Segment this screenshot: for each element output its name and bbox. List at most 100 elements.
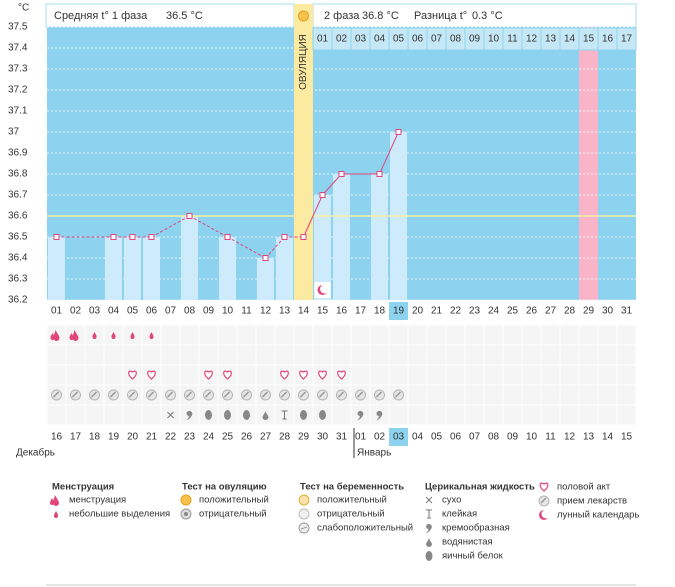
icon-part [109,391,117,398]
y-tick-label: 37.5 [8,22,28,33]
icon-part [186,410,193,420]
icon [317,389,328,401]
icon-cell [483,404,504,426]
temp-point [129,234,136,240]
icon-part [320,284,329,294]
icon-cell [540,384,561,406]
icon-cell [331,404,352,426]
icon-cell [540,324,561,346]
icon-cell [483,384,504,406]
icon-cell [103,364,124,386]
date-label: 05 [431,432,443,443]
date-label: 30 [317,432,329,443]
date-label: 13 [583,432,595,443]
date-label: 02 [374,432,386,443]
date-label: 26 [241,432,253,443]
cycle-day: 23 [469,306,481,317]
icon [425,551,433,561]
icon [92,332,97,339]
icon-cell [293,344,314,366]
icon-part [69,333,74,340]
icon-cell [46,364,67,386]
icon [54,511,58,518]
y-tick-label: 36.5 [8,232,28,243]
icon-cell [559,324,580,346]
icon [319,410,326,420]
icon-cell [312,344,333,366]
date-label: 27 [260,432,272,443]
date-label: 07 [469,432,481,443]
icon-cell [407,324,428,346]
icon-cell [141,344,162,366]
icon-part [357,410,364,420]
icon-part [262,411,269,420]
phase1-label: Средняя t° 1 фаза [54,10,148,22]
icon-part [184,512,188,516]
icon-part [53,495,59,506]
icon-part [50,333,55,340]
cycle-day: 15 [317,306,329,317]
icon-part [149,332,154,339]
legend-label: отрицательный [317,509,385,520]
phase2-day: 06 [412,34,424,45]
icon [536,507,552,523]
icon [280,370,289,380]
icon [180,494,192,506]
icon-cell [540,344,561,366]
icon-cell [464,404,485,426]
legend-label: положительный [199,495,269,506]
icon [128,370,137,380]
icon-cell [426,364,447,386]
icon [111,332,116,339]
icon-part [223,370,232,380]
temp-line [151,215,190,238]
temp-bar [124,237,141,300]
icon-cell [616,384,637,406]
icon-cell [559,384,580,406]
temp-bar [105,237,122,300]
cycle-day: 16 [336,306,348,317]
icon-part [280,370,289,380]
icon [184,389,195,401]
icon [299,370,308,380]
icon-cell [559,364,580,386]
temp-bar [257,258,274,300]
icon [147,370,156,380]
highlight-column [579,27,598,300]
cycle-day: 10 [222,306,234,317]
icon-part [167,411,174,419]
temp-line [227,236,266,259]
cycle-day: 03 [89,306,101,317]
cycle-day: 01 [51,306,63,317]
icon-cell [502,344,523,366]
today-cell [389,302,408,320]
icon-cell [483,364,504,386]
date-label: 19 [108,432,120,443]
icon [300,410,307,420]
temp-bar [276,237,293,300]
phase2-day: 03 [355,34,367,45]
icon-cell [445,344,466,366]
icon-cell [578,344,599,366]
temp-bar [333,174,350,300]
icon-part [166,391,174,398]
date-label: 15 [621,432,633,443]
date-label: 22 [165,432,177,443]
date-label: 18 [89,432,101,443]
icon-part [147,370,156,380]
legend-label: положительный [317,495,387,506]
y-unit: °C [18,3,29,14]
icon-part [52,391,60,398]
icon-cell [521,324,542,346]
icon-cell [445,404,466,426]
icon-part [426,509,432,519]
temp-point [53,234,60,240]
icon [337,370,346,380]
icon [538,495,550,507]
legend-label: яичный белок [442,551,504,562]
y-tick-label: 37.1 [8,106,28,117]
icon [149,332,154,339]
icon-part [92,332,97,339]
icon-cell [369,364,390,386]
